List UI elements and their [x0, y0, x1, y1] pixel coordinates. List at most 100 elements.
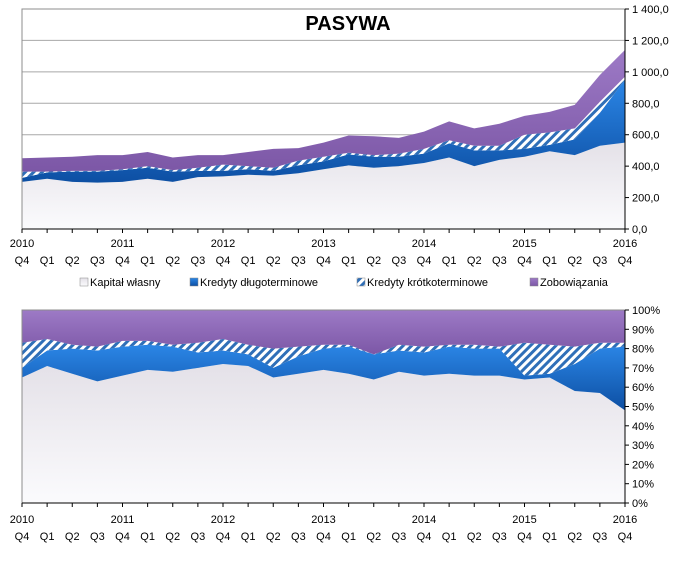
y-tick-label: 0,0 [632, 224, 647, 236]
x-quarter-label: Q3 [492, 531, 507, 543]
x-quarter-label: Q2 [165, 255, 180, 267]
x-quarter-label: Q3 [392, 255, 407, 267]
legend-swatch [189, 277, 199, 287]
x-quarter-label: Q1 [341, 255, 356, 267]
x-quarter-label: Q1 [140, 531, 155, 543]
x-quarter-label: Q3 [191, 255, 206, 267]
area-series-1 [22, 142, 625, 229]
x-quarter-label: Q4 [115, 531, 130, 543]
x-quarter-label: Q4 [618, 255, 633, 267]
y-tick-label: 200,0 [632, 193, 660, 205]
x-quarter-label: Q1 [542, 531, 557, 543]
y-tick-label: 90% [632, 324, 654, 336]
area-series-2 [22, 79, 625, 183]
y-tick-label: 50% [632, 402, 654, 414]
x-quarter-label: Q3 [191, 531, 206, 543]
y-tick-label: 100% [632, 305, 660, 317]
x-quarter-label: Q1 [442, 531, 457, 543]
x-year-label: 2010 [10, 238, 34, 250]
x-quarter-label: Q3 [593, 531, 608, 543]
area-series-3 [22, 76, 625, 178]
chart-top: 0,0 200,0 400,0 600,0 800,0 1 000,0 1 200,0 1 4… [10, 4, 669, 267]
legend-swatch [79, 277, 89, 287]
legend-swatch [356, 277, 366, 287]
x-year-label: 2015 [512, 238, 536, 250]
area-series-2 [22, 344, 625, 411]
x-quarter-label: Q2 [366, 531, 381, 543]
legend-label: Zobowiązania [540, 277, 609, 289]
x-year-label: 2015 [512, 514, 536, 526]
x-quarter-label: Q2 [165, 531, 180, 543]
legend: Kapitał własny Kredyty długoterminowe Kred… [79, 277, 609, 289]
x-quarter-label: Q2 [65, 531, 80, 543]
area-series-4 [22, 49, 625, 172]
x-year-label: 2011 [111, 238, 135, 250]
x-quarter-label: Q3 [593, 255, 608, 267]
x-quarter-label: Q1 [241, 531, 256, 543]
x-quarter-label: Q1 [140, 255, 155, 267]
x-quarter-label: Q4 [316, 255, 331, 267]
y-tick-label: 80% [632, 344, 654, 356]
x-quarter-label: Q4 [417, 255, 432, 267]
x-quarter-label: Q4 [316, 531, 331, 543]
x-quarter-label: Q1 [40, 255, 55, 267]
x-quarter-label: Q2 [467, 531, 482, 543]
x-quarter-label: Q3 [90, 531, 105, 543]
x-quarter-label: Q4 [115, 255, 130, 267]
chart-bottom: 0% 10% 20% 30% 40% 50% 60% 70% 80% 90% 100% Q4 Q1 Q2 Q… [10, 305, 661, 543]
x-year-label: 2012 [211, 238, 235, 250]
y-tick-label: 800,0 [632, 98, 660, 110]
x-year-label: 2016 [613, 514, 637, 526]
x-year-label: 2014 [412, 514, 436, 526]
x-quarter-label: Q3 [291, 255, 306, 267]
x-quarter-label: Q1 [442, 255, 457, 267]
y-tick-label: 60% [632, 382, 654, 394]
x-quarter-label: Q1 [341, 531, 356, 543]
x-quarter-label: Q4 [517, 531, 532, 543]
x-quarter-label: Q4 [15, 255, 30, 267]
y-tick-label: 400,0 [632, 161, 660, 173]
x-year-label: 2013 [311, 514, 335, 526]
x-year-label: 2016 [613, 238, 637, 250]
x-quarter-label: Q1 [40, 531, 55, 543]
x-year-label: 2010 [10, 514, 34, 526]
y-tick-label: 0% [632, 498, 648, 510]
legend-label: Kredyty krótkoterminowe [367, 277, 488, 289]
area-series-3 [22, 338, 625, 376]
y-tick-label: 10% [632, 479, 654, 491]
y-tick-label: 40% [632, 421, 654, 433]
x-quarter-label: Q1 [241, 255, 256, 267]
legend-label: Kredyty długoterminowe [200, 277, 318, 289]
x-quarter-label: Q3 [90, 255, 105, 267]
area-series-1 [22, 364, 625, 503]
x-quarter-label: Q4 [15, 531, 30, 543]
x-quarter-label: Q4 [618, 531, 633, 543]
x-quarter-label: Q4 [216, 255, 231, 267]
x-quarter-label: Q2 [266, 255, 281, 267]
x-quarter-label: Q2 [266, 531, 281, 543]
x-quarter-label: Q4 [417, 531, 432, 543]
y-tick-label: 600,0 [632, 130, 660, 142]
x-quarter-label: Q4 [216, 531, 231, 543]
legend-swatch [529, 277, 539, 287]
x-year-label: 2012 [211, 514, 235, 526]
x-quarter-label: Q3 [291, 531, 306, 543]
y-tick-label: 1 200,0 [632, 35, 669, 47]
y-tick-label: 70% [632, 363, 654, 375]
legend-label: Kapitał własny [90, 277, 161, 289]
chart-title: PASYWA [305, 13, 390, 35]
x-year-label: 2014 [412, 238, 436, 250]
x-quarter-label: Q2 [366, 255, 381, 267]
x-quarter-label: Q2 [567, 255, 582, 267]
x-quarter-label: Q2 [567, 531, 582, 543]
x-quarter-label: Q1 [542, 255, 557, 267]
x-quarter-label: Q3 [392, 531, 407, 543]
x-quarter-label: Q4 [517, 255, 532, 267]
x-quarter-label: Q3 [492, 255, 507, 267]
y-tick-label: 20% [632, 459, 654, 471]
x-year-label: 2013 [311, 238, 335, 250]
x-quarter-label: Q2 [65, 255, 80, 267]
area-series-4 [22, 310, 625, 355]
